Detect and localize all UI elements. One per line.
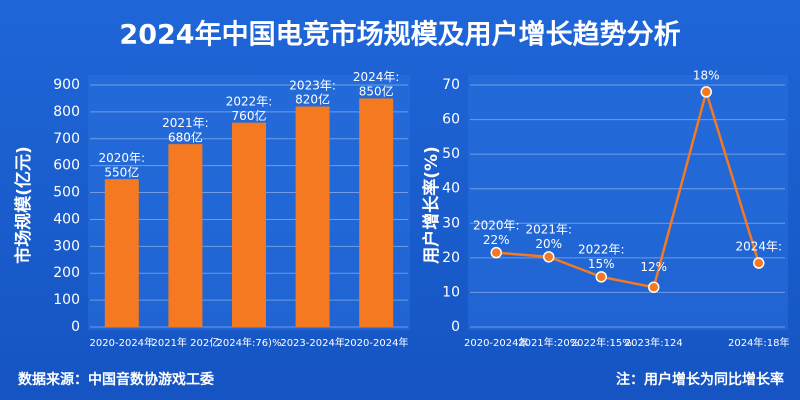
y-tick-label: 900 xyxy=(53,77,80,93)
y-tick-label: 60 xyxy=(442,112,460,128)
point xyxy=(648,281,660,293)
data-label: 2024年: 850亿 xyxy=(353,70,400,98)
y-tick-label: 400 xyxy=(53,211,80,227)
data-label: 2020年: 550亿 xyxy=(99,150,146,178)
point xyxy=(543,251,555,263)
x-tick-label: 2024年:18年 xyxy=(728,336,790,349)
data-label: 2020年: 22% xyxy=(473,218,520,246)
y-tick-label: 700 xyxy=(53,131,80,147)
annotation: 18% xyxy=(693,68,720,82)
x-tick-label: 2021年:20% xyxy=(518,336,579,349)
x-tick-label: 2022年:15% xyxy=(571,336,632,349)
source: 数据来源：中国音数协游戏工委 xyxy=(18,371,214,388)
y-tick-label: 40 xyxy=(442,181,460,197)
data-label: 2021年: 680亿 xyxy=(162,115,209,143)
y-tick-label: 300 xyxy=(53,238,80,254)
point xyxy=(595,271,607,283)
y-tick-label: 70 xyxy=(442,77,460,93)
y-axis-label: 用户增长率(%) xyxy=(421,146,442,264)
data-label: 12% xyxy=(640,260,667,274)
x-tick-label: 2021年 202亿 xyxy=(152,336,220,349)
y-tick-label: 500 xyxy=(53,185,80,201)
bar xyxy=(104,179,139,327)
y-tick-label: 20 xyxy=(442,250,460,266)
y-tick-label: 30 xyxy=(442,215,460,231)
x-tick-label: 2020-2024年 xyxy=(90,336,155,349)
panel xyxy=(468,75,788,330)
y-tick-label: 800 xyxy=(53,104,80,120)
line xyxy=(496,87,760,289)
bar xyxy=(295,106,330,327)
x-tick-label: 2023-2024年 xyxy=(280,336,345,349)
y-axis-label: 市场规模(亿元) xyxy=(13,146,34,264)
y-tick-label: 0 xyxy=(71,319,80,335)
point xyxy=(753,257,765,269)
point xyxy=(700,86,712,98)
x-tick-label: 2020-2024年 xyxy=(464,336,529,349)
data-label: 2022年: 760亿 xyxy=(226,94,273,122)
data-label: 2023年: 820亿 xyxy=(289,78,336,106)
x-tick-label: 2024年:76)% xyxy=(217,336,282,349)
y-tick-label: 100 xyxy=(53,292,80,308)
y-tick-label: 0 xyxy=(451,319,460,335)
data-label: 2021年: 20% xyxy=(525,222,572,250)
title: 2024年中国电竞市场规模及用户增长趋势分析 xyxy=(119,19,680,51)
point xyxy=(490,246,502,259)
x-tick-label: 2020-2024年 xyxy=(344,336,409,349)
y-tick-label: 10 xyxy=(442,284,460,300)
y-tick-label: 200 xyxy=(53,265,80,281)
bar xyxy=(168,144,203,327)
y-tick-label: 50 xyxy=(442,146,460,162)
y-tick-label: 600 xyxy=(53,158,80,174)
bar xyxy=(232,122,266,328)
x-tick-label: 2023年:124 xyxy=(625,336,683,349)
bar xyxy=(359,98,394,327)
data-label: 2022年: 15% xyxy=(578,242,625,270)
note: 注：用户增长为同比增长率 xyxy=(616,371,784,388)
annotation: 2024年: xyxy=(735,240,782,254)
